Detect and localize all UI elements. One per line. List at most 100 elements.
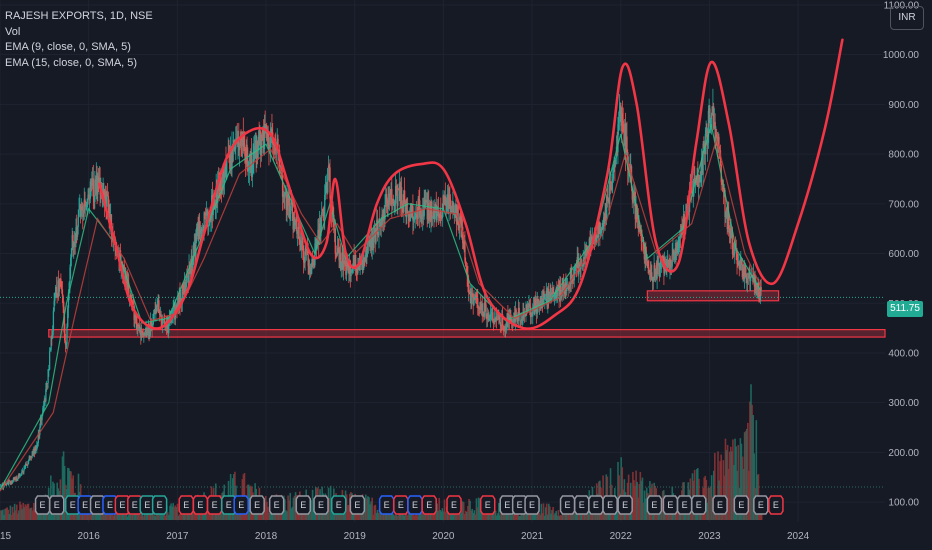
earnings-event-marker[interactable]: E — [34, 495, 51, 515]
volume-bar — [740, 443, 743, 520]
candle-body — [312, 259, 314, 262]
candle-body — [123, 264, 125, 269]
earnings-event-marker[interactable]: E — [114, 495, 131, 515]
candle-body — [642, 240, 645, 251]
earnings-event-marker[interactable]: E — [268, 495, 285, 515]
candle-body — [345, 262, 347, 275]
candle-body — [701, 157, 704, 175]
earnings-event-marker[interactable]: E — [139, 495, 155, 515]
earnings-event-marker[interactable]: E — [64, 495, 81, 515]
earnings-event-marker[interactable]: E — [421, 495, 437, 515]
earnings-event-marker[interactable]: E — [733, 495, 750, 515]
candle-body — [453, 213, 456, 216]
earnings-event-marker[interactable]: E — [349, 495, 366, 515]
earnings-event-marker[interactable]: E — [646, 495, 663, 515]
earnings-event-marker[interactable]: E — [192, 495, 209, 515]
earnings-event-marker[interactable]: E — [49, 495, 65, 515]
earnings-event-marker[interactable]: E — [378, 495, 395, 515]
candle-body — [320, 217, 322, 236]
candle-body — [477, 306, 480, 309]
currency-button[interactable]: INR — [890, 6, 924, 30]
earnings-event-marker[interactable]: E — [330, 495, 347, 515]
earnings-event-marker[interactable]: E — [691, 495, 707, 515]
earnings-event-marker[interactable]: E — [499, 495, 515, 515]
candle-body — [706, 129, 708, 146]
candle-body — [743, 265, 746, 279]
candle-body — [367, 243, 369, 253]
earnings-event-marker[interactable]: E — [524, 495, 540, 515]
earnings-event-marker[interactable]: E — [588, 495, 604, 515]
support-zone-wide[interactable] — [48, 329, 886, 338]
earnings-event-marker[interactable]: E — [479, 495, 496, 515]
candle-body — [588, 238, 590, 256]
earnings-event-marker[interactable]: E — [676, 495, 693, 515]
earnings-event-marker[interactable]: E — [559, 495, 576, 515]
earnings-event-marker[interactable]: E — [602, 495, 618, 515]
earnings-event-marker[interactable]: E — [77, 495, 93, 515]
earnings-event-marker[interactable]: E — [313, 495, 329, 515]
candle-body — [530, 312, 532, 318]
earnings-event-marker[interactable]: E — [573, 495, 590, 515]
candle-body — [402, 206, 404, 213]
volume-bar — [173, 507, 176, 520]
earnings-event-marker[interactable]: E — [407, 495, 423, 515]
earnings-event-marker[interactable]: E — [393, 495, 409, 515]
candle-body — [182, 284, 184, 291]
candle-body — [110, 214, 112, 218]
earnings-event-marker[interactable]: E — [127, 495, 143, 515]
candle-body — [221, 178, 223, 194]
earnings-event-marker[interactable]: E — [89, 495, 106, 515]
event-label: E — [354, 500, 360, 510]
volume-bar — [519, 516, 521, 520]
earnings-event-marker[interactable]: E — [206, 495, 223, 515]
projection-curve[interactable] — [98, 38, 844, 331]
indicator-ema9[interactable]: EMA (9, close, 0, SMA, 5) — [5, 41, 131, 53]
symbol-title[interactable]: RAJESH EXPORTS, 1D, NSE — [5, 10, 153, 22]
candle-body — [422, 209, 425, 217]
candle-body — [219, 175, 221, 191]
earnings-event-marker[interactable]: E — [712, 495, 728, 515]
candle-body — [559, 286, 561, 298]
candle-body — [215, 185, 217, 209]
earnings-event-marker[interactable]: E — [446, 495, 462, 515]
support-zone-recent[interactable] — [646, 290, 780, 302]
earnings-event-marker[interactable]: E — [617, 495, 633, 515]
volume-bar — [160, 510, 163, 520]
candle-body — [746, 278, 749, 284]
candle-body — [423, 199, 425, 217]
earnings-event-marker[interactable]: E — [221, 495, 237, 515]
candle-body — [676, 242, 678, 254]
earnings-event-marker[interactable]: E — [295, 495, 312, 515]
earnings-event-marker[interactable]: E — [178, 495, 194, 515]
volume-bar — [462, 502, 465, 520]
earnings-event-marker[interactable]: E — [768, 495, 784, 515]
earnings-event-marker[interactable]: E — [511, 495, 528, 515]
candle-body — [408, 215, 410, 221]
earnings-event-marker[interactable]: E — [102, 495, 118, 515]
candle-body — [91, 178, 94, 181]
indicator-vol[interactable]: Vol — [5, 25, 21, 38]
volume-bar — [532, 511, 534, 520]
volume-bar — [10, 515, 13, 520]
last-price-tag: 511.75 — [887, 301, 923, 317]
earnings-event-marker[interactable]: E — [753, 495, 769, 515]
earnings-event-marker[interactable]: E — [249, 495, 265, 515]
volume-bar — [665, 509, 667, 520]
candle-body — [297, 226, 300, 231]
candle-body — [620, 105, 622, 126]
earnings-event-marker[interactable]: E — [233, 495, 249, 515]
candle-body — [383, 208, 385, 220]
indicator-ema15[interactable]: EMA (15, close, 0, SMA, 5) — [5, 56, 138, 69]
volume-bar — [286, 511, 288, 520]
candle-body — [396, 194, 398, 206]
candle-body — [192, 264, 194, 268]
volume-bar — [97, 511, 100, 520]
candle-body — [343, 260, 346, 264]
candle-body — [669, 259, 671, 269]
candle-body — [52, 331, 54, 339]
candle-body — [437, 210, 440, 218]
earnings-event-marker[interactable]: E — [662, 495, 679, 515]
earnings-event-marker[interactable]: E — [151, 495, 168, 515]
